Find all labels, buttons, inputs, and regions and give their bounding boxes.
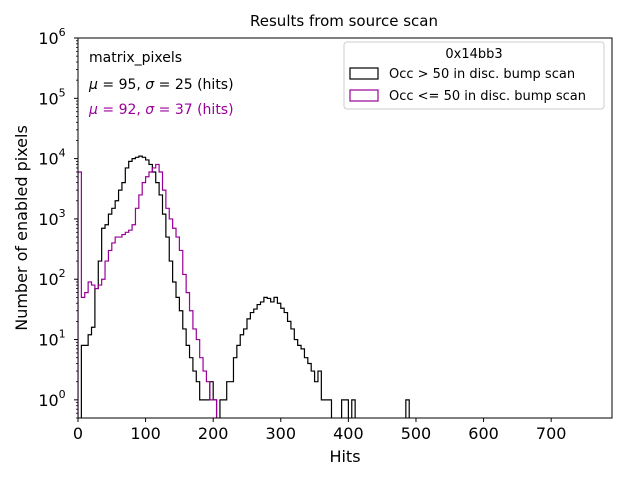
legend: 0x14bb3 Occ > 50 in disc. bump scan Occ … bbox=[343, 41, 605, 110]
x-tick-label: 200 bbox=[198, 424, 229, 443]
x-tick-label: 700 bbox=[536, 424, 567, 443]
legend-entry-black: Occ > 50 in disc. bump scan bbox=[389, 67, 575, 82]
annotation-name: matrix_pixels bbox=[89, 50, 182, 66]
y-tick-label: 106 bbox=[38, 26, 65, 48]
y-axis: 100 101 102 103 104 105 106 bbox=[38, 26, 78, 419]
y-tick-label: 104 bbox=[38, 147, 65, 169]
histogram-series-line bbox=[80, 155, 410, 418]
y-axis-label: Number of enabled pixels bbox=[12, 125, 31, 331]
annotation-purple-stats: μ = 92, σ = 37 (hits) bbox=[88, 102, 234, 118]
legend-entry-purple: Occ <= 50 in disc. bump scan bbox=[389, 89, 586, 104]
histogram-series-line bbox=[78, 163, 218, 418]
legend-swatch-black bbox=[349, 67, 379, 80]
x-tick-label: 100 bbox=[130, 424, 161, 443]
y-tick-label: 101 bbox=[38, 328, 65, 350]
x-tick-label: 0 bbox=[73, 424, 83, 443]
legend-swatch-purple bbox=[349, 89, 379, 102]
y-tick-label: 100 bbox=[38, 388, 65, 410]
x-tick-label: 500 bbox=[401, 424, 432, 443]
x-tick-label: 300 bbox=[266, 424, 297, 443]
chart-title: Results from source scan bbox=[250, 12, 438, 30]
y-tick-label: 103 bbox=[38, 207, 65, 229]
legend-title: 0x14bb3 bbox=[445, 47, 502, 62]
annotation-black-stats: μ = 95, σ = 25 (hits) bbox=[88, 77, 234, 93]
x-tick-label: 600 bbox=[468, 424, 499, 443]
y-tick-label: 102 bbox=[38, 267, 65, 289]
legend-box bbox=[343, 41, 605, 110]
y-tick-label: 105 bbox=[38, 86, 65, 108]
x-axis: 0 100 200 300 400 500 600 700 bbox=[73, 418, 567, 443]
x-axis-label: Hits bbox=[329, 447, 360, 466]
series-layer bbox=[78, 155, 410, 418]
x-tick-label: 400 bbox=[333, 424, 364, 443]
